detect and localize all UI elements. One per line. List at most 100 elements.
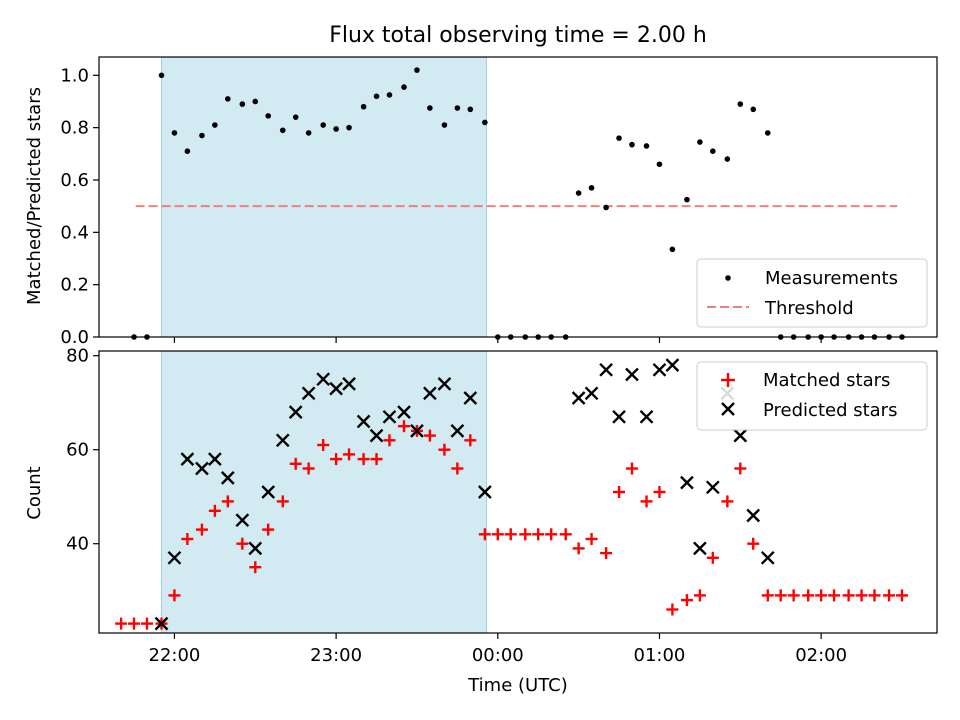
- predicted-star-point: [382, 409, 397, 424]
- matched-star-point: [815, 589, 828, 602]
- measurement-point: [224, 96, 231, 102]
- legend-matched-label: Matched stars: [763, 370, 890, 391]
- predicted-star-point: [180, 452, 195, 466]
- predicted-star-point: [680, 475, 694, 490]
- measurement-point: [279, 127, 286, 134]
- predicted-star-point: [705, 480, 720, 495]
- predicted-star-point: [760, 550, 775, 565]
- matched-star-point: [545, 528, 558, 541]
- measurement-point: [184, 148, 191, 155]
- bottom-y-tick-label: 60: [66, 440, 89, 461]
- matched-star-point: [613, 486, 626, 498]
- measurement-point: [467, 106, 474, 113]
- matched-star-point: [276, 495, 289, 508]
- legend-predicted-label: Predicted stars: [763, 400, 897, 421]
- matched-star-point: [721, 495, 734, 508]
- measurement-point: [750, 106, 757, 113]
- measurement-point: [158, 72, 165, 79]
- matched-star-point: [855, 589, 868, 602]
- top-y-ticks: 0.0 0.2 0.4 0.6 0.8 1.0: [60, 65, 99, 348]
- legend-matched-marker: [721, 373, 735, 387]
- predicted-star-point: [220, 471, 235, 485]
- measurement-point: [656, 161, 663, 168]
- bottom-legend-box: [696, 361, 928, 431]
- top-observing-window-shade: [161, 57, 487, 337]
- top-y-tick-label: 0.4: [60, 222, 89, 243]
- matched-star-point: [640, 495, 653, 508]
- matched-star-point: [317, 439, 330, 451]
- predicted-star-point: [369, 428, 384, 443]
- measurement-point: [360, 103, 367, 110]
- matched-star-point: [491, 528, 504, 541]
- matched-star-point: [330, 453, 343, 466]
- measurement-point: [441, 122, 448, 128]
- legend-predicted-marker: [721, 402, 735, 416]
- predicted-star-point: [463, 391, 478, 405]
- bottom-plot-frame: [98, 350, 938, 634]
- matched-star-point: [559, 528, 572, 541]
- matched-star-point: [774, 589, 787, 602]
- matched-star-point: [221, 495, 234, 508]
- matched-star-point: [883, 589, 896, 602]
- top-legend: Measurements Threshold: [696, 258, 928, 328]
- measurement-point: [724, 156, 731, 162]
- measurement-point: [588, 185, 595, 191]
- measurement-point: [710, 148, 716, 155]
- top-legend-box: [696, 258, 928, 328]
- measurement-point: [239, 101, 246, 107]
- measurement-point: [629, 141, 635, 148]
- measurement-point: [482, 119, 488, 126]
- predicted-star-point: [397, 405, 411, 419]
- matched-star-point: [208, 504, 221, 517]
- predicted-star-point: [450, 424, 465, 438]
- measurement-point: [616, 135, 622, 141]
- matched-star-point: [761, 589, 774, 602]
- x-tick-label: 01:00: [634, 645, 686, 666]
- bottom-panel: 40 60 80 22:00 23:00 00:00 01:00 02:00 Count T…: [24, 346, 938, 696]
- matched-star-point: [828, 589, 841, 602]
- measurement-point: [737, 101, 744, 107]
- top-plot-frame: [98, 56, 938, 338]
- predicted-star-point: [208, 452, 222, 466]
- predicted-star-point: [599, 362, 613, 377]
- matched-star-point: [842, 589, 855, 602]
- measurement-point: [212, 122, 218, 128]
- predicted-star-point: [733, 428, 748, 443]
- predicted-star-point: [288, 405, 303, 419]
- matched-star-point: [236, 537, 249, 550]
- measurement-point: [252, 98, 259, 105]
- matched-star-point: [128, 617, 141, 630]
- matched-star-point: [706, 551, 719, 564]
- matched-star-point: [504, 528, 517, 541]
- predicted-star-point: [154, 616, 169, 631]
- top-y-axis-label: Matched/Predicted stars: [24, 87, 45, 305]
- chart-title: Flux total observing time = 2.00 h: [329, 23, 707, 48]
- matched-star-point: [787, 589, 800, 602]
- matched-star-point: [451, 462, 464, 475]
- matched-star-point: [195, 523, 208, 536]
- predicted-star-point: [167, 550, 182, 565]
- predicted-star-point: [639, 409, 654, 424]
- predicted-star-point: [261, 485, 276, 499]
- predicted-star-point: [652, 362, 667, 377]
- predicted-star-point: [612, 409, 626, 424]
- matched-star-point: [680, 594, 693, 607]
- measurement-point: [643, 143, 650, 149]
- matched-star-point: [734, 462, 747, 475]
- matched-star-point: [693, 589, 706, 602]
- x-axis-label: Time (UTC): [467, 675, 568, 696]
- matched-star-point: [600, 547, 613, 560]
- predicted-star-point: [301, 386, 316, 401]
- x-tick-label: 00:00: [472, 645, 524, 666]
- matched-star-point: [868, 589, 881, 602]
- matched-star-point: [519, 528, 532, 541]
- predicted-star-point: [316, 372, 331, 387]
- legend-measurements-marker: [725, 275, 731, 281]
- measurement-point: [171, 130, 178, 136]
- predicted-star-point: [746, 508, 761, 523]
- top-y-tick-label: 0.0: [60, 327, 89, 348]
- legend-measurements-label: Measurements: [765, 268, 898, 289]
- bottom-y-tick-label: 80: [66, 346, 89, 367]
- predicted-star-point: [410, 424, 424, 438]
